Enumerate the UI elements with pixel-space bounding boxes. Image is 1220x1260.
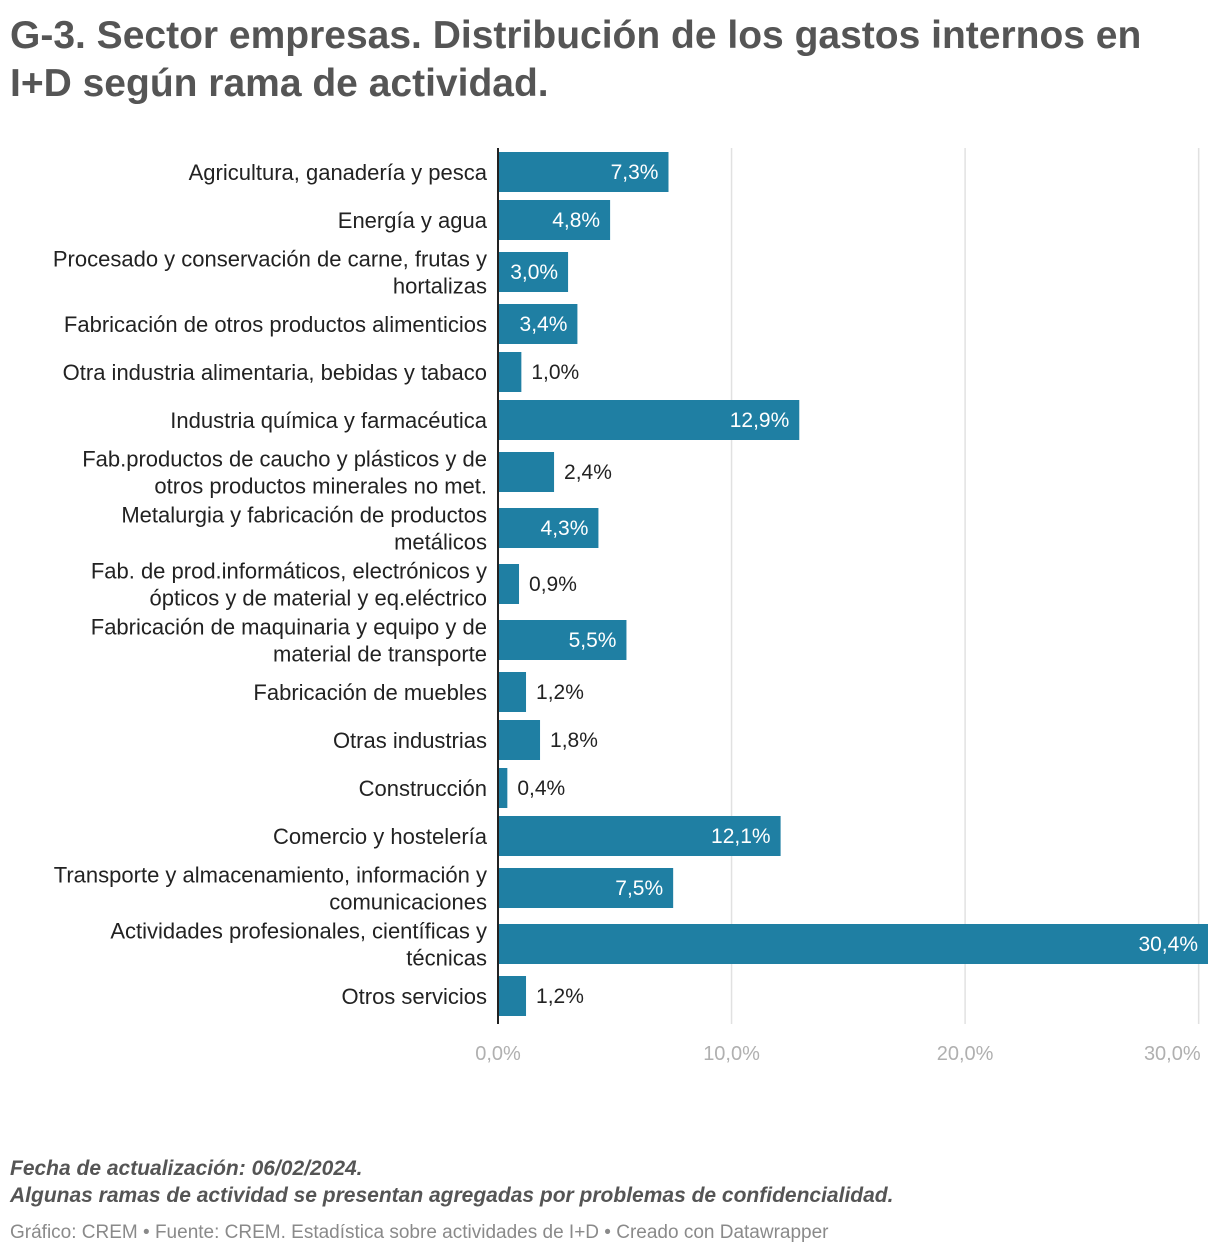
category-label: Actividades profesionales, científicas y… (110, 919, 487, 971)
bar (498, 304, 578, 344)
bar (498, 508, 599, 548)
bar (498, 200, 611, 240)
category-label: Fabricación de maquinaria y equipo y de m… (91, 615, 487, 667)
update-date-note: Fecha de actualización: 06/02/2024. (10, 1157, 363, 1180)
source-credit: Gráfico: CREM • Fuente: CREM. Estadístic… (10, 1222, 829, 1243)
category-label: Otras industrias (333, 728, 487, 753)
category-label: Otros servicios (342, 984, 487, 1009)
bar (498, 452, 555, 492)
bar-value-label: 12,9% (730, 409, 790, 432)
category-label: Transporte y almacenamiento, información… (54, 863, 487, 915)
bar (498, 564, 520, 604)
category-label: Construcción (359, 776, 487, 801)
bar (498, 352, 522, 392)
chart-notes: Fecha de actualización: 06/02/2024. Algu… (10, 1155, 1200, 1209)
bar-value-label: 3,4% (520, 313, 568, 336)
bar-value-label: 7,3% (611, 161, 659, 184)
category-label: Metalurgia y fabricación de productos met… (121, 503, 487, 555)
bar-value-label: 0,9% (529, 573, 577, 596)
bar-value-label: 12,1% (711, 825, 771, 848)
bar-value-label: 7,5% (615, 877, 663, 900)
bar (498, 672, 527, 712)
bar-value-label: 1,8% (550, 729, 598, 752)
x-tick-label: 20,0% (937, 1043, 994, 1065)
category-label: Industria química y farmacéutica (170, 408, 487, 433)
x-tick-label: 0,0% (475, 1043, 521, 1065)
bar (498, 768, 508, 808)
category-label: Agricultura, ganadería y pesca (189, 160, 488, 185)
bar (498, 620, 627, 660)
bars (498, 152, 1208, 1016)
category-label: Procesado y conservación de carne, fruta… (53, 247, 487, 299)
bar (498, 868, 674, 908)
bar-value-label: 5,5% (569, 629, 617, 652)
bar-value-label: 4,8% (552, 209, 600, 232)
bar-value-label: 2,4% (564, 461, 612, 484)
bar-value-label: 1,2% (536, 985, 584, 1008)
category-label: Otra industria alimentaria, bebidas y ta… (63, 360, 487, 385)
x-axis-tick-labels: 0,0% 10,0% 20,0% 30,0% (475, 1043, 1201, 1065)
bar-value-label: 3,0% (510, 261, 558, 284)
bar (498, 720, 541, 760)
confidentiality-note: Algunas ramas de actividad se presentan … (10, 1184, 894, 1207)
bar-value-label: 30,4% (1138, 933, 1198, 956)
category-label: Fab.productos de caucho y plásticos y de… (82, 447, 487, 499)
bar-value-label: 1,2% (536, 681, 584, 704)
chart-title: G-3. Sector empresas. Distribución de lo… (10, 14, 1142, 105)
category-label: Comercio y hostelería (273, 824, 488, 849)
bar-value-label: 1,0% (531, 361, 579, 384)
bar-chart: 7,3% 4,8% 3,0% 3,4% 1,0% 12,9% 2,4% 4,3% 0,9% 5,5… (53, 148, 1208, 1065)
bar-value-label: 4,3% (541, 517, 589, 540)
bar (498, 252, 569, 292)
category-label: Fabricación de muebles (253, 680, 487, 705)
category-label: Energía y agua (338, 208, 488, 233)
bar-value-label: 0,4% (517, 777, 565, 800)
gridlines (730, 148, 1200, 1024)
bar (498, 924, 1208, 964)
bar (498, 400, 800, 440)
x-tick-label: 10,0% (703, 1043, 760, 1065)
x-tick-label: 30,0% (1144, 1043, 1201, 1065)
category-label: Fabricación de otros productos alimentic… (64, 312, 487, 337)
bar (498, 976, 527, 1016)
value-labels: 7,3% 4,8% 3,0% 3,4% 1,0% 12,9% 2,4% 4,3% 0,9% 5,5… (510, 161, 1198, 1008)
bar (498, 152, 669, 192)
category-labels: Agricultura, ganadería y pesca Energía y … (53, 160, 488, 1009)
category-label: Fab. de prod.informáticos, electrónicos … (91, 559, 487, 611)
bar (498, 816, 781, 856)
